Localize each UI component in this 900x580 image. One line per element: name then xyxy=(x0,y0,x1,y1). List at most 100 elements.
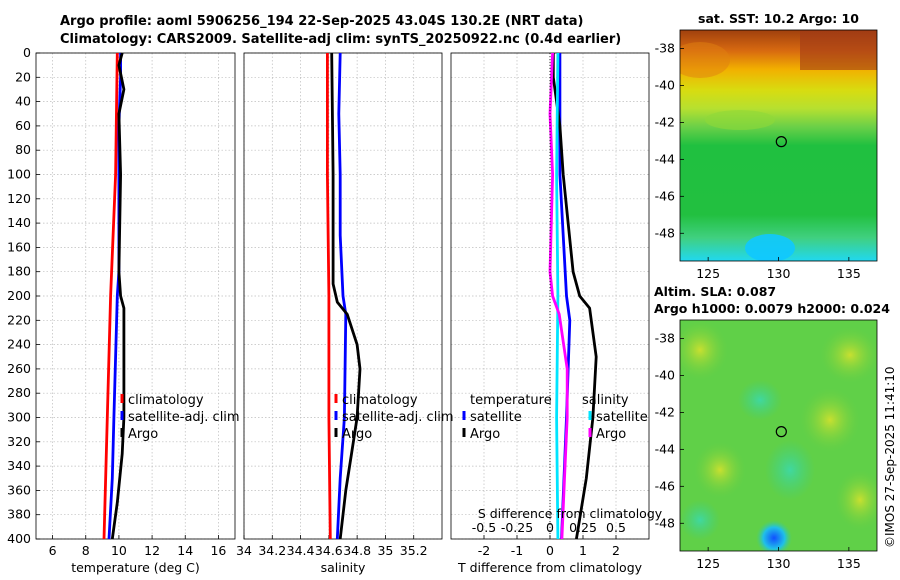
y-tick-label: 60 xyxy=(15,118,31,133)
s-tick-label: 0 xyxy=(546,520,554,535)
x-tick-label: -2 xyxy=(478,543,490,558)
legend-label: Argo xyxy=(128,427,158,442)
y-tick-label: 320 xyxy=(7,434,31,449)
x-axis-label: salinity xyxy=(321,560,366,575)
map-title: Argo h1000: 0.0079 h2000: 0.024 xyxy=(654,301,890,316)
legend-title-salinity: salinity xyxy=(582,393,629,408)
series-line-s-argo xyxy=(548,52,569,540)
map-y-tick-label: -44 xyxy=(655,151,675,166)
x-tick-label: 1 xyxy=(579,543,587,558)
x-tick-label: 8 xyxy=(82,543,90,558)
x-tick-label: 34.6 xyxy=(315,543,343,558)
map-x-tick-label: 135 xyxy=(837,266,861,281)
map-title: Altim. SLA: 0.087 xyxy=(654,284,776,299)
y-tick-label: 40 xyxy=(15,94,31,109)
imos-credit: ©IMOS 27-Sep-2025 11:41:10 xyxy=(883,366,897,548)
map-y-tick-label: -44 xyxy=(655,441,675,456)
y-tick-label: 220 xyxy=(7,312,31,327)
profile-panel-salinity-profile xyxy=(243,52,443,540)
y-tick-label: 380 xyxy=(7,507,31,522)
x-tick-label: 12 xyxy=(144,543,160,558)
series-line-argo xyxy=(330,52,362,540)
series-line-satellite-adj-clim xyxy=(107,53,122,540)
legend-label: satellite xyxy=(470,410,522,425)
x-tick-label: 35 xyxy=(377,543,393,558)
legend-label: Argo xyxy=(470,427,500,442)
x-tick-label: -1 xyxy=(511,543,523,558)
figure-title-line1: Argo profile: aoml 5906256_194 22-Sep-20… xyxy=(60,14,584,29)
series-line-s-satellite xyxy=(555,52,560,540)
y-tick-label: 400 xyxy=(7,531,31,546)
y-tick-label: 100 xyxy=(7,167,31,182)
map-y-tick-label: -48 xyxy=(655,225,675,240)
legend-label: satellite-adj. clim xyxy=(342,410,454,425)
map-y-tick-label: -46 xyxy=(655,188,675,203)
profile-panel-temperature-profile xyxy=(35,52,236,540)
argo-location-marker xyxy=(775,136,787,148)
y-tick-label: 20 xyxy=(15,69,31,84)
y-tick-label: 240 xyxy=(7,337,31,352)
axes-frame xyxy=(243,52,443,540)
sst-map-image xyxy=(680,30,877,261)
map-y-tick-label: -42 xyxy=(655,404,675,419)
x-tick-label: 34.4 xyxy=(287,543,315,558)
x-tick-label: 34 xyxy=(236,543,252,558)
s-tick-label: 0.5 xyxy=(606,520,626,535)
y-tick-label: 340 xyxy=(7,458,31,473)
y-tick-label: 260 xyxy=(7,361,31,376)
s-tick-label: -0.25 xyxy=(501,520,533,535)
map-y-tick-label: -40 xyxy=(655,367,675,382)
y-tick-label: 360 xyxy=(7,482,31,497)
s-axis-label: S difference from climatology xyxy=(478,506,663,521)
y-tick-label: 280 xyxy=(7,385,31,400)
profile-panel-difference-profile xyxy=(450,52,650,540)
x-tick-label: 0 xyxy=(546,543,554,558)
legend-label: climatology xyxy=(342,393,418,408)
map-y-tick-label: -42 xyxy=(655,114,675,129)
x-tick-label: 35.2 xyxy=(400,543,428,558)
map-y-tick-label: -48 xyxy=(655,515,675,530)
legend-label: climatology xyxy=(128,393,204,408)
legend-title-temperature: temperature xyxy=(470,393,552,408)
series-line-climatology xyxy=(325,53,332,540)
sla-map-image xyxy=(680,320,877,551)
map-title: sat. SST: 10.2 Argo: 10 xyxy=(698,11,859,26)
x-tick-label: 34.2 xyxy=(258,543,286,558)
y-tick-label: 0 xyxy=(23,45,31,60)
legend-label: Argo xyxy=(596,427,626,442)
y-tick-label: 300 xyxy=(7,410,31,425)
x-axis-label: T difference from climatology xyxy=(457,560,643,575)
x-tick-label: 6 xyxy=(49,543,57,558)
x-tick-label: 10 xyxy=(111,543,127,558)
y-tick-label: 140 xyxy=(7,215,31,230)
map-x-tick-label: 130 xyxy=(767,266,791,281)
x-axis-label: temperature (deg C) xyxy=(71,560,200,575)
legend-label: Argo xyxy=(342,427,372,442)
y-tick-label: 200 xyxy=(7,288,31,303)
y-tick-label: 120 xyxy=(7,191,31,206)
y-tick-label: 180 xyxy=(7,264,31,279)
map-y-tick-label: -38 xyxy=(655,330,675,345)
x-tick-label: 2 xyxy=(612,543,620,558)
map-y-tick-label: -40 xyxy=(655,77,675,92)
y-tick-label: 160 xyxy=(7,239,31,254)
map-y-tick-label: -46 xyxy=(655,478,675,493)
y-tick-label: 80 xyxy=(15,142,31,157)
x-tick-label: 14 xyxy=(177,543,193,558)
legend-label: satellite-adj. clim xyxy=(128,410,240,425)
series-line-argo xyxy=(110,52,126,540)
argo-location-marker xyxy=(775,426,787,438)
legend-label: satellite xyxy=(596,410,648,425)
x-tick-label: 34.8 xyxy=(343,543,371,558)
map-x-tick-label: 125 xyxy=(696,556,720,571)
map-x-tick-label: 135 xyxy=(837,556,861,571)
figure-title-line2: Climatology: CARS2009. Satellite-adj cli… xyxy=(60,32,622,47)
map-x-tick-label: 130 xyxy=(767,556,791,571)
series-line-satellite-adj-clim xyxy=(335,52,348,540)
map-y-tick-label: -38 xyxy=(655,40,675,55)
x-tick-label: 16 xyxy=(210,543,226,558)
s-tick-label: -0.5 xyxy=(472,520,496,535)
map-x-tick-label: 125 xyxy=(696,266,720,281)
series-line-climatology xyxy=(102,52,119,540)
